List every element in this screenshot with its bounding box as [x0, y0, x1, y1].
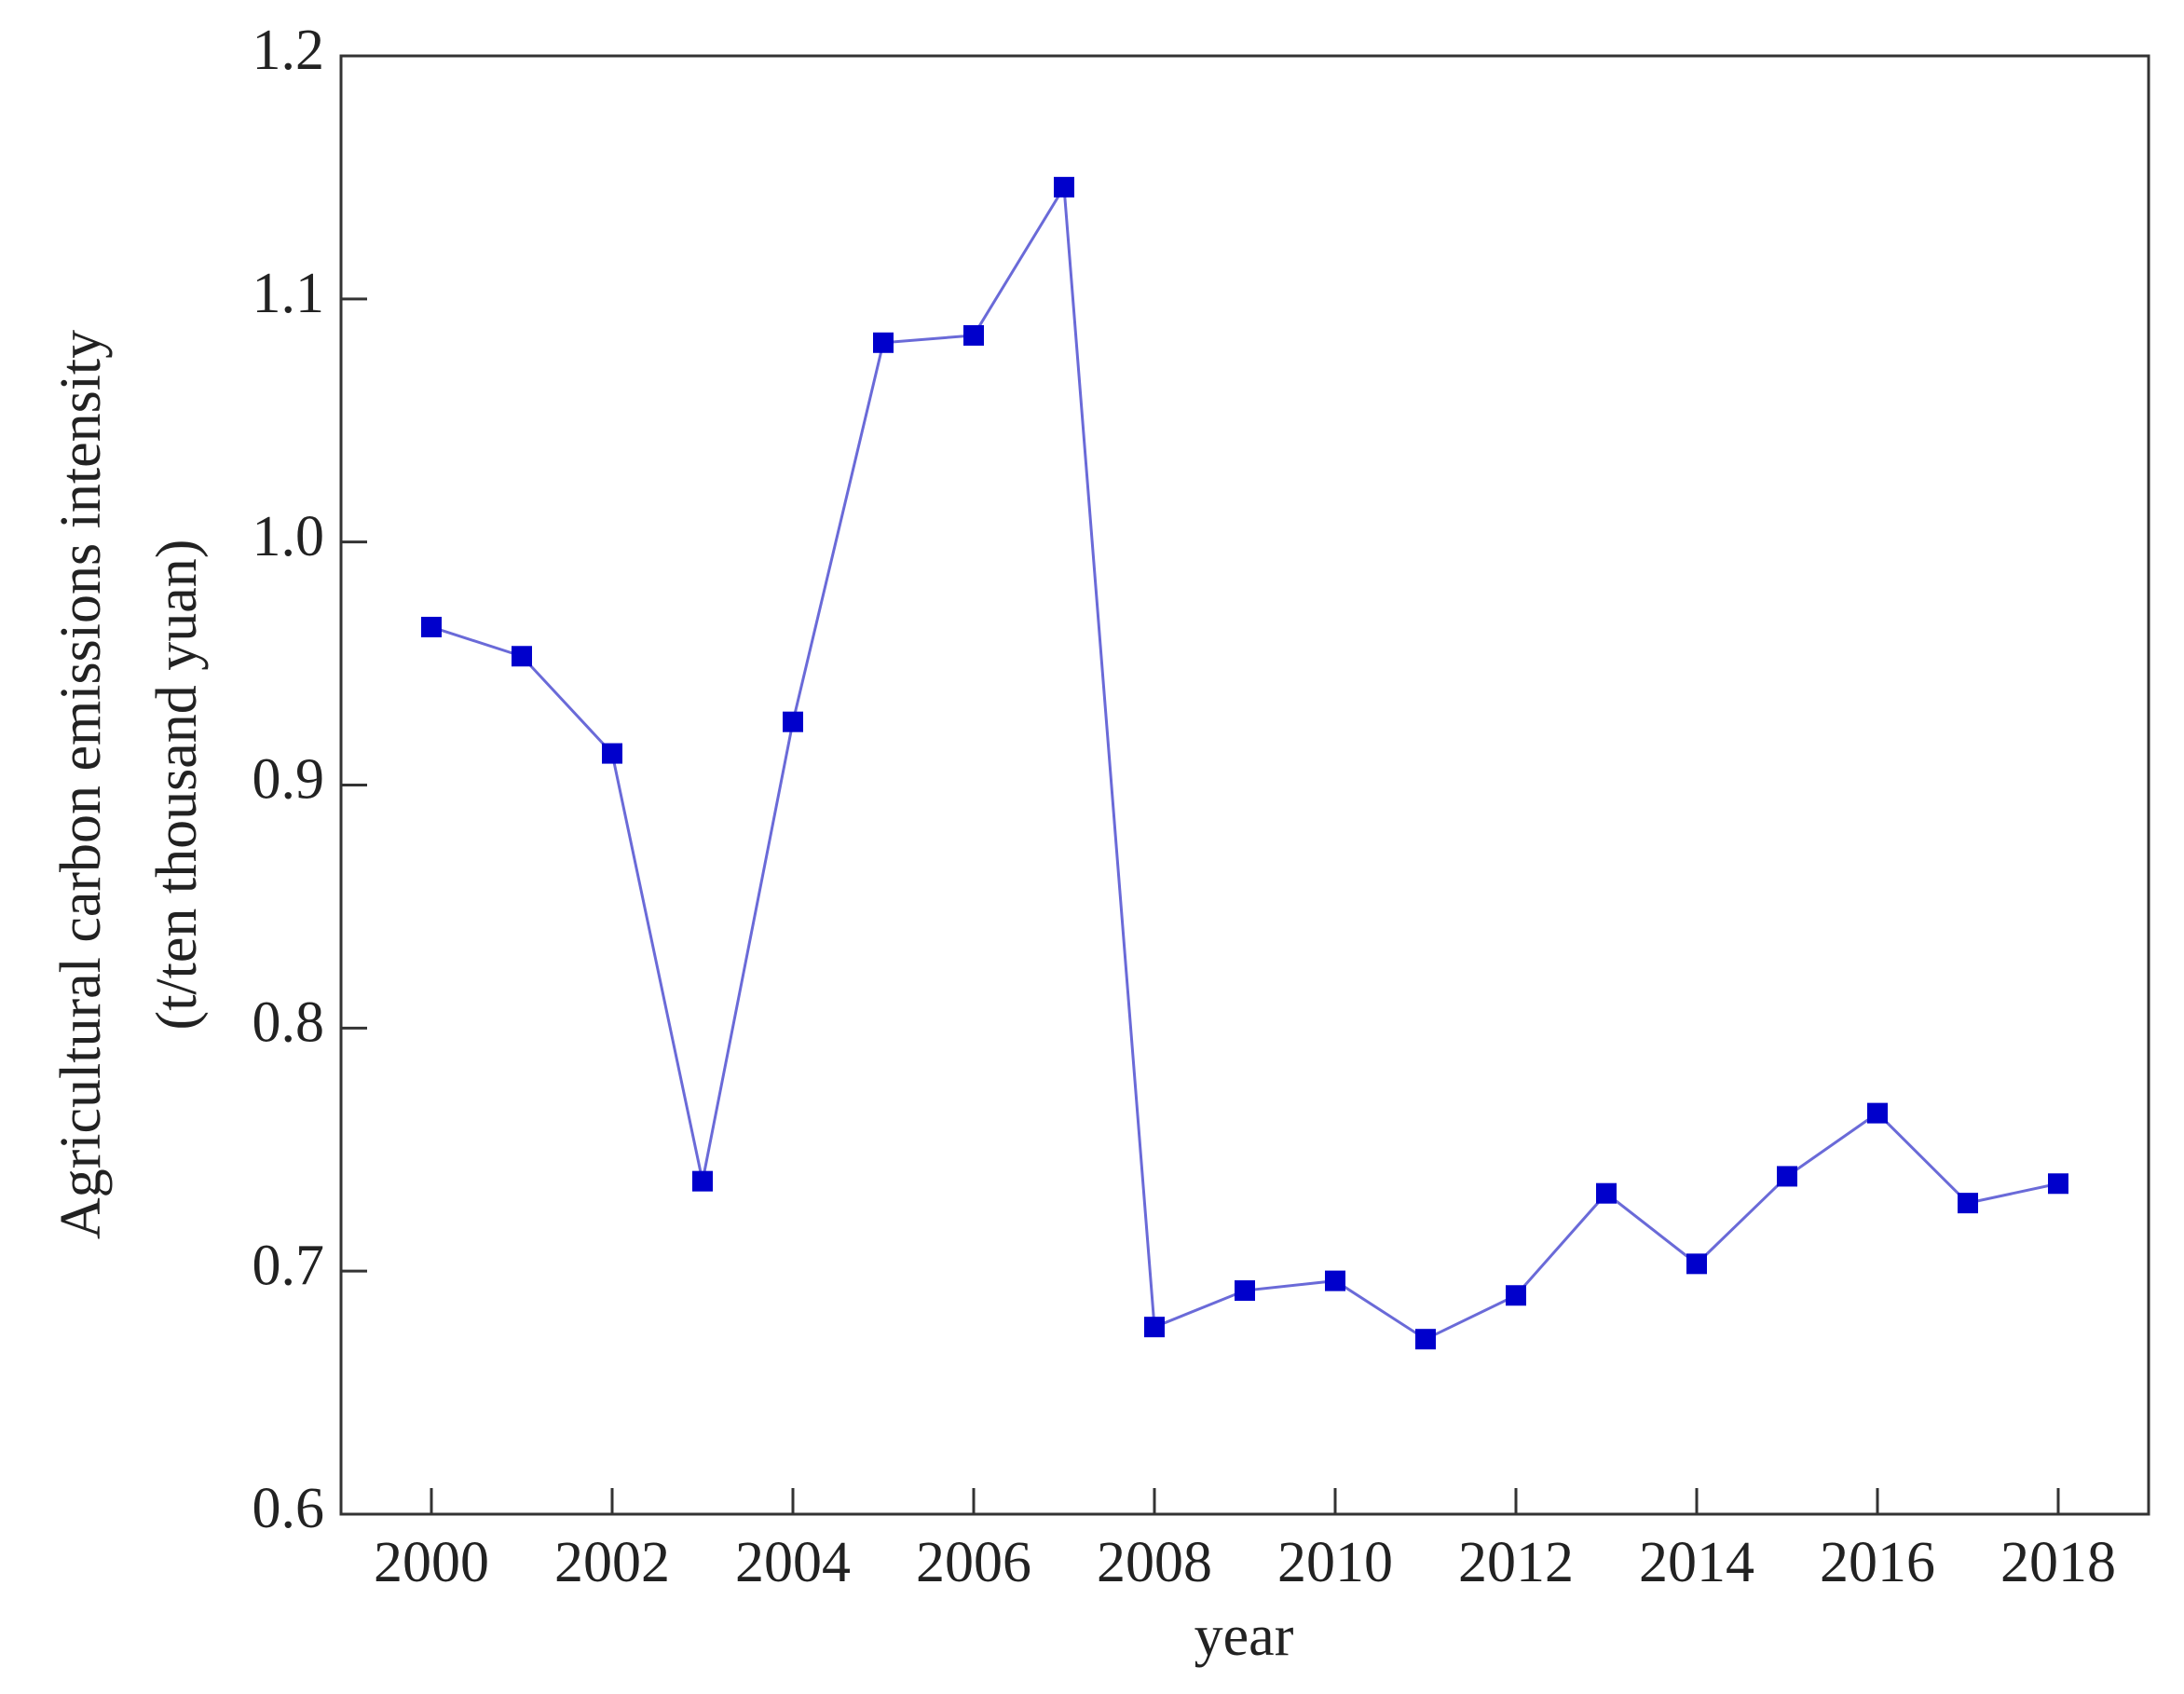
data-point: [421, 616, 442, 637]
data-point: [1415, 1329, 1436, 1350]
y-axis-title: (t/ten thousand yuan): [145, 540, 209, 1031]
x-tick-label: 2016: [1820, 1531, 1935, 1594]
data-point: [512, 646, 532, 667]
x-tick-label: 2004: [735, 1531, 851, 1594]
y-tick-label: 1.2: [253, 19, 325, 82]
data-point: [1054, 176, 1074, 198]
data-point: [1777, 1166, 1797, 1187]
x-tick-label: 2010: [1277, 1531, 1393, 1594]
data-point: [1958, 1193, 1978, 1214]
x-tick-label: 2008: [1097, 1531, 1212, 1594]
data-point: [1686, 1253, 1707, 1275]
data-point: [1596, 1182, 1617, 1204]
data-point: [1235, 1280, 1255, 1302]
y-tick-label: 1.1: [253, 262, 325, 325]
x-axis-title: year: [1194, 1605, 1294, 1668]
data-point: [1867, 1102, 1888, 1124]
x-tick-label: 2002: [554, 1531, 670, 1594]
data-point: [1506, 1285, 1526, 1306]
data-point: [692, 1170, 713, 1192]
data-point: [963, 324, 984, 346]
y-axis-title: Agricultural carbon emissions intensity: [49, 330, 113, 1239]
x-tick-label: 2014: [1639, 1531, 1754, 1594]
data-point: [1144, 1317, 1165, 1338]
y-tick-label: 0.9: [253, 748, 325, 812]
data-point: [2048, 1173, 2068, 1195]
data-point: [783, 711, 803, 732]
y-tick-label: 0.7: [253, 1234, 325, 1297]
y-tick-label: 1.0: [253, 505, 325, 568]
y-tick-label: 0.6: [253, 1477, 325, 1540]
data-point: [602, 743, 622, 764]
data-line: [430, 183, 2059, 1341]
data-point: [873, 332, 894, 353]
data-point: [1325, 1270, 1345, 1291]
y-tick-label: 0.8: [253, 991, 325, 1055]
x-tick-label: 2000: [374, 1531, 489, 1594]
x-tick-label: 2018: [2000, 1531, 2116, 1594]
x-tick-label: 2012: [1458, 1531, 1574, 1594]
x-tick-label: 2006: [916, 1531, 1031, 1594]
